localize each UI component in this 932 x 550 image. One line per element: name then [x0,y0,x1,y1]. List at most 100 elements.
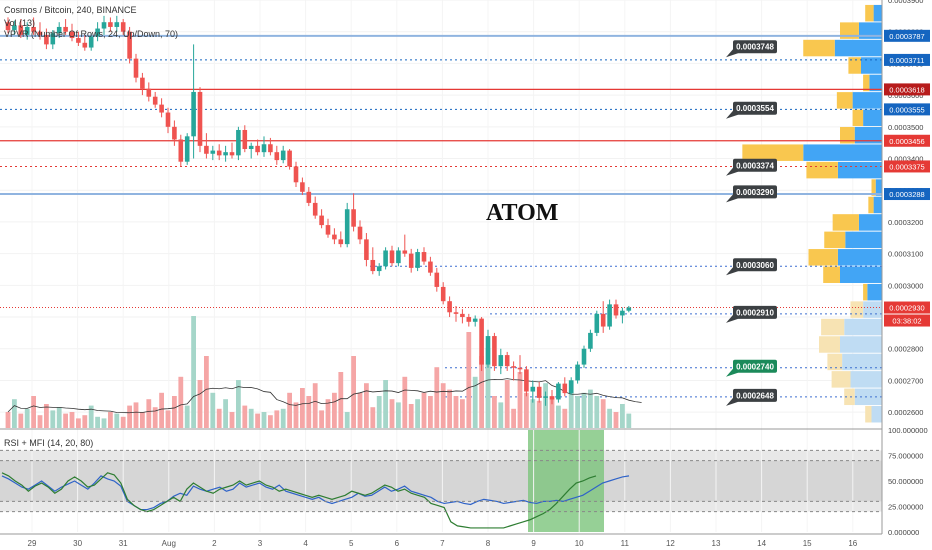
volume-bar [223,399,228,428]
volume-bar [5,412,11,428]
vp-row-up [873,196,882,214]
x-tick-label: 11 [621,539,630,548]
volume-bar [236,380,241,428]
candle-body [479,318,484,365]
candle-body [588,332,593,349]
volume-bar [69,412,75,428]
candle-body [204,145,209,154]
candle-body [268,144,273,153]
candle-body [325,225,331,235]
vp-row-up [844,318,882,336]
level-callout-pointer [726,110,738,119]
level-callout-pointer [726,397,738,406]
volume-legend[interactable]: Vol (13) [4,18,36,28]
vp-row-down [808,249,838,266]
candle-body [600,313,606,327]
x-tick-label: 5 [349,539,354,548]
candle-body [415,252,420,268]
candle-body [524,369,529,392]
axis-badge [884,83,930,96]
symbol-legend[interactable]: Cosmos / Bitcoin, 240, BINANCE [4,5,137,15]
axis-badge [884,29,930,42]
volume-bar [44,404,49,428]
candle-body [280,150,286,161]
candle-body [332,234,337,240]
volume-profile [742,4,882,423]
level-callout-label: 0.0002648 [736,391,774,400]
vp-row-up [863,109,882,127]
volume-bar [421,392,427,428]
y-tick-label: 0.0003500 [888,123,923,132]
vp-row-up [837,161,882,179]
candle-body [140,77,145,89]
candle-body [50,33,56,45]
volume-bar [133,402,139,428]
candle-body [511,366,516,368]
volume-bar [485,348,491,428]
mfi-line [1,472,597,529]
candle-body [197,91,203,146]
countdown-label: 03:38:02 [892,317,921,326]
candle-body [95,28,100,37]
candle-body [396,250,401,264]
vp-row-up [854,126,882,144]
vp-row-down [819,336,840,353]
volume-bar [18,413,24,428]
volume-bar [396,402,401,428]
x-tick-label: 15 [803,539,812,548]
axis-badge-label: 0.0003555 [889,105,924,114]
axis-badge-label: 0.0003618 [889,85,924,94]
volume-bar [536,400,542,428]
vp-row-up [854,388,882,406]
rsi-tick-label: 75.000000 [888,452,923,461]
candle-body [357,226,363,240]
vp-row-up [852,92,882,109]
candle-body [351,209,356,227]
volume-bar [568,380,574,428]
axis-badge [884,301,930,314]
candle-body [178,139,184,162]
candle-body [556,383,561,400]
candle-body [370,259,376,272]
rsi-lines [1,472,630,529]
vp-row-down [742,144,804,161]
candle-body [312,202,318,216]
volume-bar [376,396,382,428]
countdown-badge [884,314,930,327]
candle-body [472,318,478,322]
volume-bar [594,396,600,428]
candle-body [172,126,177,140]
rsi-legend[interactable]: RSI + MFI (14, 20, 80) [4,438,94,448]
vp-row-up [873,4,882,22]
volume-bar [108,412,113,428]
volume-bar [293,402,299,428]
candle-body [255,145,260,153]
candle-body [402,250,408,254]
level-callout-label: 0.0003290 [736,188,774,197]
candle-body [44,34,49,45]
rsi-tick-label: 100.000000 [888,426,928,435]
vp-row-down [865,4,874,22]
candle-body [428,261,433,273]
y-tick-label: 0.0002600 [888,408,923,417]
vpvr-legend[interactable]: VPVR (Number Of Rows, 24, Up/Down, 70) [4,29,179,39]
volume-bar [389,399,395,428]
volume-bar [152,407,158,428]
y-tick-label: 0.0003900 [888,0,923,5]
volume-bar [517,372,523,428]
volume-bar [210,392,216,428]
candle-body [165,112,171,127]
level-callout-pointer [726,368,738,377]
x-tick-label: 14 [757,539,766,548]
axis-badge [884,188,930,201]
volume-bar [383,380,388,428]
candle-body [101,22,107,29]
volume-bar [127,405,132,428]
volume-bar [82,415,88,428]
x-tick-label: 8 [486,539,491,548]
volume-bar [466,332,472,428]
rsi-inner-band [0,460,882,502]
volume-bar [588,389,593,428]
x-tick-label: 10 [575,539,584,548]
